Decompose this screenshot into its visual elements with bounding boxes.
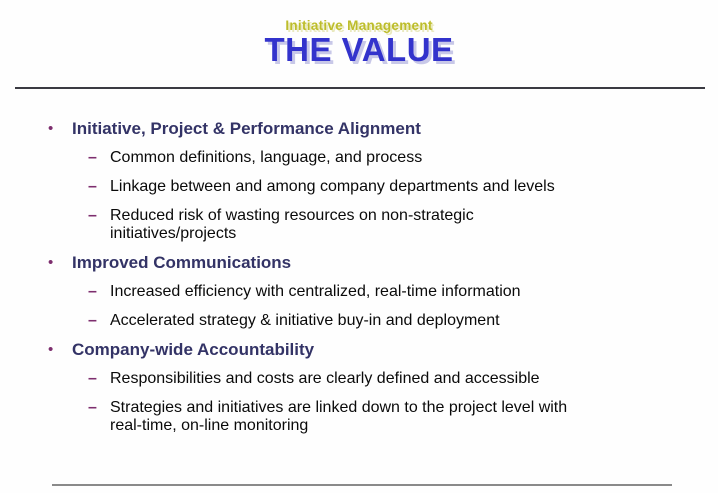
dash-icon: –	[88, 283, 97, 300]
sub-bullet-item: – Accelerated strategy & initiative buy-…	[0, 312, 712, 330]
top-divider-line	[15, 87, 705, 89]
dash-icon: –	[88, 312, 97, 329]
dash-icon: –	[88, 399, 97, 416]
bullet-icon: •	[48, 120, 54, 137]
dash-icon: –	[88, 178, 97, 195]
sub-bullet-item: – Increased efficiency with centralized,…	[0, 283, 712, 301]
sub-bullet-text: Accelerated strategy & initiative buy-in…	[110, 312, 500, 329]
bullet-heading: Company-wide Accountability	[72, 340, 315, 359]
slide-supertitle: Initiative Management	[285, 18, 433, 33]
slide-title: THE VALUE	[264, 31, 454, 68]
bullet-item-communications: • Improved Communications	[0, 254, 712, 272]
dash-icon: –	[88, 149, 97, 166]
sub-bullet-text: Linkage between and among company depart…	[110, 178, 555, 195]
bullet-heading: Initiative, Project & Performance Alignm…	[72, 119, 421, 138]
sub-bullet-item: – Reduced risk of wasting resources on n…	[0, 207, 712, 243]
sub-bullet-text: Strategies and initiatives are linked do…	[110, 399, 568, 434]
sub-bullet-text: Reduced risk of wasting resources on non…	[110, 207, 474, 242]
sub-bullet-item: – Linkage between and among company depa…	[0, 178, 712, 196]
bullet-icon: •	[48, 341, 54, 358]
bullet-heading: Improved Communications	[72, 253, 292, 272]
slide-body: • Initiative, Project & Performance Alig…	[0, 120, 712, 435]
bullet-item-alignment: • Initiative, Project & Performance Alig…	[0, 120, 712, 138]
bottom-divider-line	[52, 484, 672, 486]
sub-bullet-text: Increased efficiency with centralized, r…	[110, 283, 521, 300]
sub-bullet-text: Common definitions, language, and proces…	[110, 149, 423, 166]
sub-bullet-item: – Responsibilities and costs are clearly…	[0, 370, 712, 388]
slide-header: Initiative Management THE VALUE	[0, 18, 718, 66]
bullet-item-accountability: • Company-wide Accountability	[0, 341, 712, 359]
dash-icon: –	[88, 370, 97, 387]
dash-icon: –	[88, 207, 97, 224]
sub-bullet-item: – Strategies and initiatives are linked …	[0, 399, 712, 435]
sub-bullet-text: Responsibilities and costs are clearly d…	[110, 370, 540, 387]
bullet-icon: •	[48, 254, 54, 271]
sub-bullet-item: – Common definitions, language, and proc…	[0, 149, 712, 167]
